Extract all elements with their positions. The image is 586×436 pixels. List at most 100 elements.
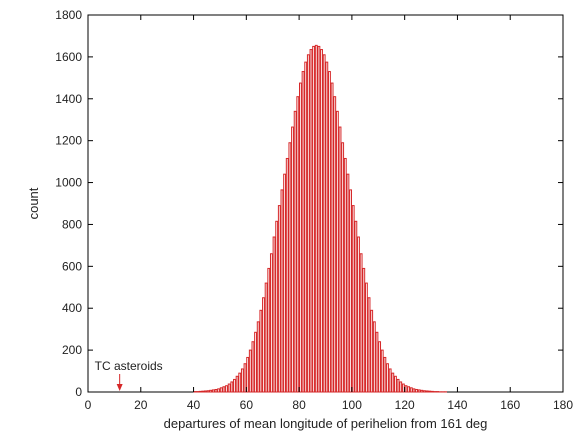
histogram-bar	[254, 331, 257, 393]
x-tick-label: 40	[187, 398, 201, 412]
histogram-bar	[386, 363, 389, 393]
histogram-bar	[262, 297, 265, 393]
histogram-bar	[325, 61, 329, 393]
histogram-bar	[201, 390, 205, 393]
y-tick-label: 1200	[55, 134, 82, 148]
histogram-bar	[285, 157, 289, 393]
histogram-bar	[404, 385, 408, 393]
x-tick-label: 0	[85, 398, 92, 412]
histogram-bar	[420, 389, 424, 393]
histogram-bar	[206, 390, 210, 393]
y-tick-label: 600	[62, 259, 82, 273]
histogram-bar	[335, 110, 339, 393]
histogram-bar	[354, 220, 358, 393]
histogram-bar	[235, 375, 239, 393]
histogram-bar	[320, 49, 323, 393]
histogram-bar	[394, 375, 397, 393]
x-tick-label: 140	[447, 398, 467, 412]
y-tick-label: 1800	[55, 8, 82, 22]
histogram-bar	[375, 331, 379, 393]
histogram-bar	[357, 236, 360, 393]
histogram-bar	[378, 341, 382, 393]
histogram-bar	[359, 253, 363, 393]
histogram-bar	[372, 321, 376, 393]
histogram-bar	[349, 189, 352, 393]
histogram-bar	[314, 44, 318, 393]
histogram-bar	[233, 378, 236, 393]
histogram-bar	[299, 82, 302, 393]
histogram-bar	[301, 71, 305, 393]
histogram-bar	[401, 383, 405, 393]
y-axis-title: count	[26, 187, 41, 219]
x-tick-label: 120	[395, 398, 415, 412]
histogram-bar	[380, 349, 384, 393]
histogram-bar	[388, 368, 392, 393]
y-tick-label: 1600	[55, 50, 82, 64]
histogram-bar	[312, 45, 316, 393]
histogram-bar	[225, 385, 228, 393]
histogram-bar	[214, 388, 218, 393]
histogram-bar	[341, 142, 345, 393]
histogram-bar	[243, 363, 247, 393]
histogram-bar	[330, 82, 334, 393]
annotation-label: TC asteroids	[95, 359, 163, 373]
x-tick-label: 80	[292, 398, 306, 412]
histogram-bar	[211, 389, 215, 393]
y-tick-label: 1000	[55, 176, 82, 190]
histogram-bar	[230, 381, 234, 393]
histogram-bar	[396, 378, 400, 393]
histogram-bar	[428, 390, 432, 393]
histogram-bar	[248, 349, 252, 393]
histogram-bar	[272, 236, 276, 393]
y-tick-label: 0	[75, 385, 82, 399]
histogram-bar	[304, 61, 308, 393]
histogram-bar	[275, 220, 279, 393]
histogram-bar	[238, 372, 242, 393]
histogram-bar	[222, 386, 226, 393]
histogram-bar	[251, 341, 255, 393]
histogram-bar	[198, 390, 202, 393]
histogram-bar	[370, 309, 374, 393]
histogram-bar	[280, 189, 284, 393]
histogram-bar	[430, 390, 434, 393]
x-axis-title: departures of mean longitude of periheli…	[164, 416, 488, 431]
histogram-bar	[415, 388, 418, 393]
histogram-bar	[362, 267, 366, 393]
annotation-arrow-head	[116, 384, 123, 391]
histogram-bar	[264, 282, 268, 393]
histogram-bar	[227, 383, 231, 393]
histogram-bar	[343, 157, 347, 393]
histogram-bar	[367, 297, 371, 393]
x-tick-label: 180	[553, 398, 573, 412]
histogram-bar	[309, 49, 313, 393]
histogram-bar	[338, 126, 342, 393]
histogram-bar	[293, 110, 297, 393]
histogram-bar	[246, 356, 250, 393]
histogram-bar	[399, 381, 403, 393]
histogram-bar	[391, 372, 395, 393]
histogram-bar	[291, 126, 294, 393]
histogram-bar	[296, 96, 300, 393]
histogram-bar	[412, 388, 416, 393]
histogram-bar	[317, 45, 321, 393]
histogram-bar	[240, 368, 244, 393]
histogram-bar	[383, 356, 387, 393]
y-tick-label: 800	[62, 217, 82, 231]
histogram-bar	[267, 267, 271, 393]
histogram-bar	[409, 387, 413, 393]
x-tick-label: 100	[342, 398, 362, 412]
histogram-bar	[256, 321, 260, 393]
y-tick-label: 1400	[55, 92, 82, 106]
x-tick-label: 20	[134, 398, 148, 412]
histogram-bar	[417, 389, 421, 393]
annotations: TC asteroids	[95, 359, 163, 391]
histogram-bar	[423, 390, 426, 393]
histogram-bar	[364, 282, 368, 393]
y-tick-label: 400	[62, 301, 82, 315]
x-tick-label: 60	[240, 398, 254, 412]
histogram-bar	[328, 71, 331, 393]
x-tick-label: 160	[500, 398, 520, 412]
histogram-bar	[277, 205, 281, 393]
histogram-bar	[333, 96, 337, 393]
